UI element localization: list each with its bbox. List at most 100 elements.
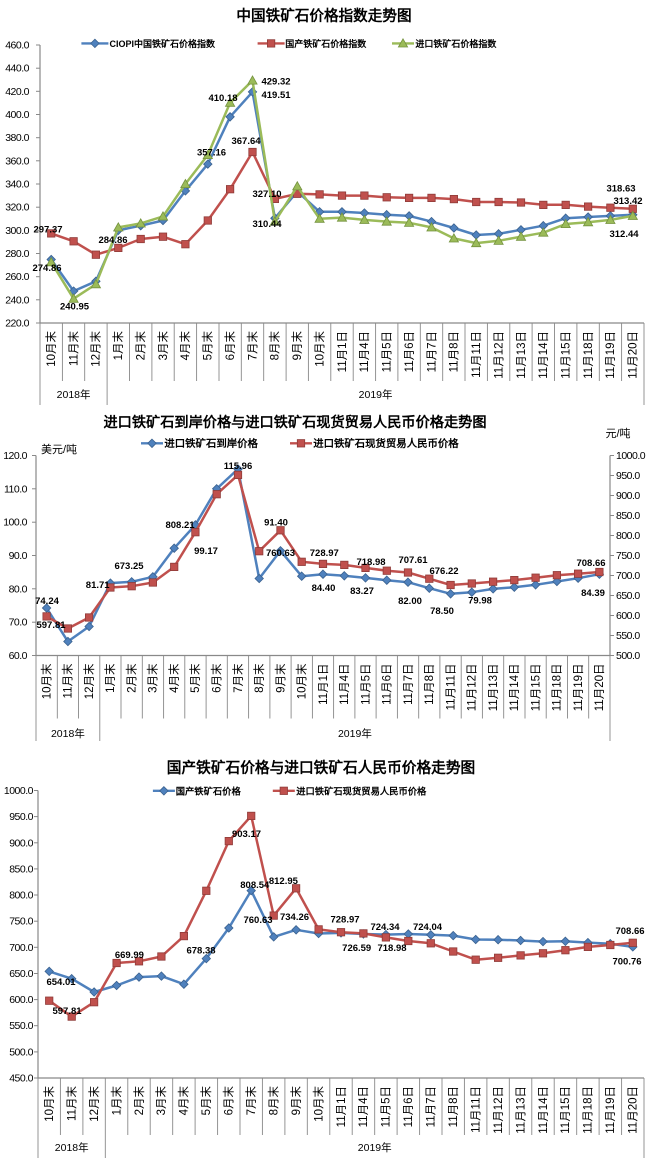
svg-text:11月11日: 11月11日	[445, 664, 457, 711]
svg-text:4月末: 4月末	[177, 1086, 191, 1116]
svg-text:3月末: 3月末	[156, 331, 170, 361]
svg-text:美元/吨: 美元/吨	[41, 443, 77, 456]
svg-text:760.63: 760.63	[243, 915, 272, 926]
svg-text:11月7日: 11月7日	[426, 1086, 438, 1127]
svg-text:70.0: 70.0	[9, 617, 28, 629]
svg-text:724.04: 724.04	[413, 922, 443, 933]
svg-text:340.0: 340.0	[5, 179, 29, 191]
svg-text:11月14日: 11月14日	[538, 1086, 550, 1134]
svg-text:903.17: 903.17	[232, 829, 261, 840]
svg-text:11月12日: 11月12日	[467, 664, 479, 712]
svg-text:550.0: 550.0	[9, 1020, 33, 1032]
svg-text:81.71: 81.71	[86, 580, 110, 591]
svg-text:7月末: 7月末	[244, 1086, 258, 1116]
svg-text:313.42: 313.42	[613, 196, 642, 207]
svg-text:1000.0: 1000.0	[616, 450, 646, 462]
svg-text:5月末: 5月末	[188, 663, 202, 693]
svg-text:900.0: 900.0	[616, 490, 640, 502]
svg-text:11月末: 11月末	[66, 331, 80, 366]
svg-text:726.59: 726.59	[342, 943, 371, 954]
svg-text:808.21: 808.21	[165, 520, 195, 531]
svg-text:669.99: 669.99	[115, 950, 144, 961]
svg-text:718.98: 718.98	[377, 943, 406, 954]
svg-text:673.25: 673.25	[114, 561, 144, 572]
svg-text:78.50: 78.50	[430, 606, 454, 617]
svg-text:654.01: 654.01	[46, 977, 76, 988]
svg-text:2019年: 2019年	[358, 1141, 392, 1154]
svg-text:11月1日: 11月1日	[318, 664, 330, 705]
svg-text:750.0: 750.0	[616, 550, 640, 562]
svg-text:11月18日: 11月18日	[552, 664, 564, 712]
svg-text:11月6日: 11月6日	[382, 664, 394, 705]
svg-text:2018年: 2018年	[55, 1141, 89, 1154]
svg-text:220.0: 220.0	[5, 318, 29, 330]
svg-text:6月末: 6月末	[223, 331, 237, 361]
svg-text:800.0: 800.0	[616, 530, 640, 542]
svg-text:2019年: 2019年	[338, 727, 372, 740]
svg-text:320.0: 320.0	[5, 202, 29, 214]
svg-text:240.0: 240.0	[5, 294, 29, 306]
svg-text:2018年: 2018年	[51, 727, 85, 740]
svg-text:7月末: 7月末	[245, 331, 259, 361]
svg-text:550.0: 550.0	[616, 630, 640, 642]
svg-text:11月6日: 11月6日	[403, 1086, 415, 1127]
svg-text:4月末: 4月末	[167, 663, 181, 693]
svg-text:10月末: 10月末	[39, 663, 53, 699]
svg-text:2018年: 2018年	[57, 388, 91, 401]
svg-text:312.44: 312.44	[609, 229, 639, 240]
svg-text:318.63: 318.63	[606, 184, 635, 195]
svg-text:12月末: 12月末	[89, 331, 103, 367]
svg-text:进口铁矿石到岸价格与进口铁矿石现货贸易人民币价格走势图: 进口铁矿石到岸价格与进口铁矿石现货贸易人民币价格走势图	[103, 414, 486, 431]
svg-text:850.0: 850.0	[616, 510, 640, 522]
svg-text:元/吨: 元/吨	[605, 427, 630, 440]
svg-text:进口铁矿石现货贸易人民币价格: 进口铁矿石现货贸易人民币价格	[313, 437, 459, 450]
svg-text:724.34: 724.34	[370, 922, 400, 933]
svg-text:11月12日: 11月12日	[493, 331, 505, 379]
svg-text:11月15日: 11月15日	[530, 664, 542, 712]
svg-text:84.39: 84.39	[581, 588, 605, 599]
svg-text:357.16: 357.16	[197, 148, 226, 159]
svg-text:8月末: 8月末	[268, 331, 282, 361]
svg-text:600.0: 600.0	[9, 994, 33, 1006]
svg-text:11月14日: 11月14日	[538, 331, 550, 379]
svg-text:11月18日: 11月18日	[583, 1086, 595, 1134]
svg-text:718.98: 718.98	[356, 557, 385, 568]
svg-text:260.0: 260.0	[5, 271, 29, 283]
svg-text:11月末: 11月末	[65, 1086, 79, 1121]
svg-text:297.37: 297.37	[33, 225, 62, 236]
svg-text:800.0: 800.0	[9, 890, 33, 902]
svg-text:650.0: 650.0	[616, 590, 640, 602]
svg-text:678.38: 678.38	[186, 946, 215, 957]
svg-text:80.0: 80.0	[9, 583, 28, 595]
svg-text:500.0: 500.0	[9, 1046, 33, 1058]
svg-text:4月末: 4月末	[178, 331, 192, 361]
svg-text:440.0: 440.0	[5, 63, 29, 75]
svg-text:274.86: 274.86	[32, 263, 61, 274]
svg-text:84.40: 84.40	[312, 583, 336, 594]
svg-text:60.0: 60.0	[9, 650, 28, 662]
svg-text:11月4日: 11月4日	[358, 1086, 370, 1127]
svg-text:11月20日: 11月20日	[594, 664, 606, 712]
svg-text:进口铁矿石价格指数: 进口铁矿石价格指数	[415, 38, 497, 49]
svg-text:808.54: 808.54	[240, 880, 270, 891]
svg-text:310.44: 310.44	[252, 219, 282, 230]
svg-text:280.0: 280.0	[5, 248, 29, 260]
svg-text:950.0: 950.0	[616, 470, 640, 482]
svg-text:11月19日: 11月19日	[605, 331, 617, 379]
svg-text:8月末: 8月末	[252, 663, 266, 693]
svg-text:734.26: 734.26	[280, 912, 309, 923]
svg-text:120.0: 120.0	[3, 450, 27, 462]
svg-text:360.0: 360.0	[5, 155, 29, 167]
svg-text:410.18: 410.18	[208, 93, 237, 104]
svg-text:1月末: 1月末	[111, 331, 125, 361]
svg-text:99.17: 99.17	[194, 546, 218, 557]
svg-text:676.22: 676.22	[429, 566, 458, 577]
svg-text:700.0: 700.0	[9, 942, 33, 954]
svg-text:11月15日: 11月15日	[560, 1086, 572, 1134]
svg-text:3月末: 3月末	[154, 1086, 168, 1116]
svg-text:284.86: 284.86	[98, 235, 127, 246]
svg-text:700.0: 700.0	[616, 570, 640, 582]
svg-text:1000.0: 1000.0	[4, 785, 34, 797]
svg-text:708.66: 708.66	[576, 558, 605, 569]
svg-text:6月末: 6月末	[210, 663, 224, 693]
